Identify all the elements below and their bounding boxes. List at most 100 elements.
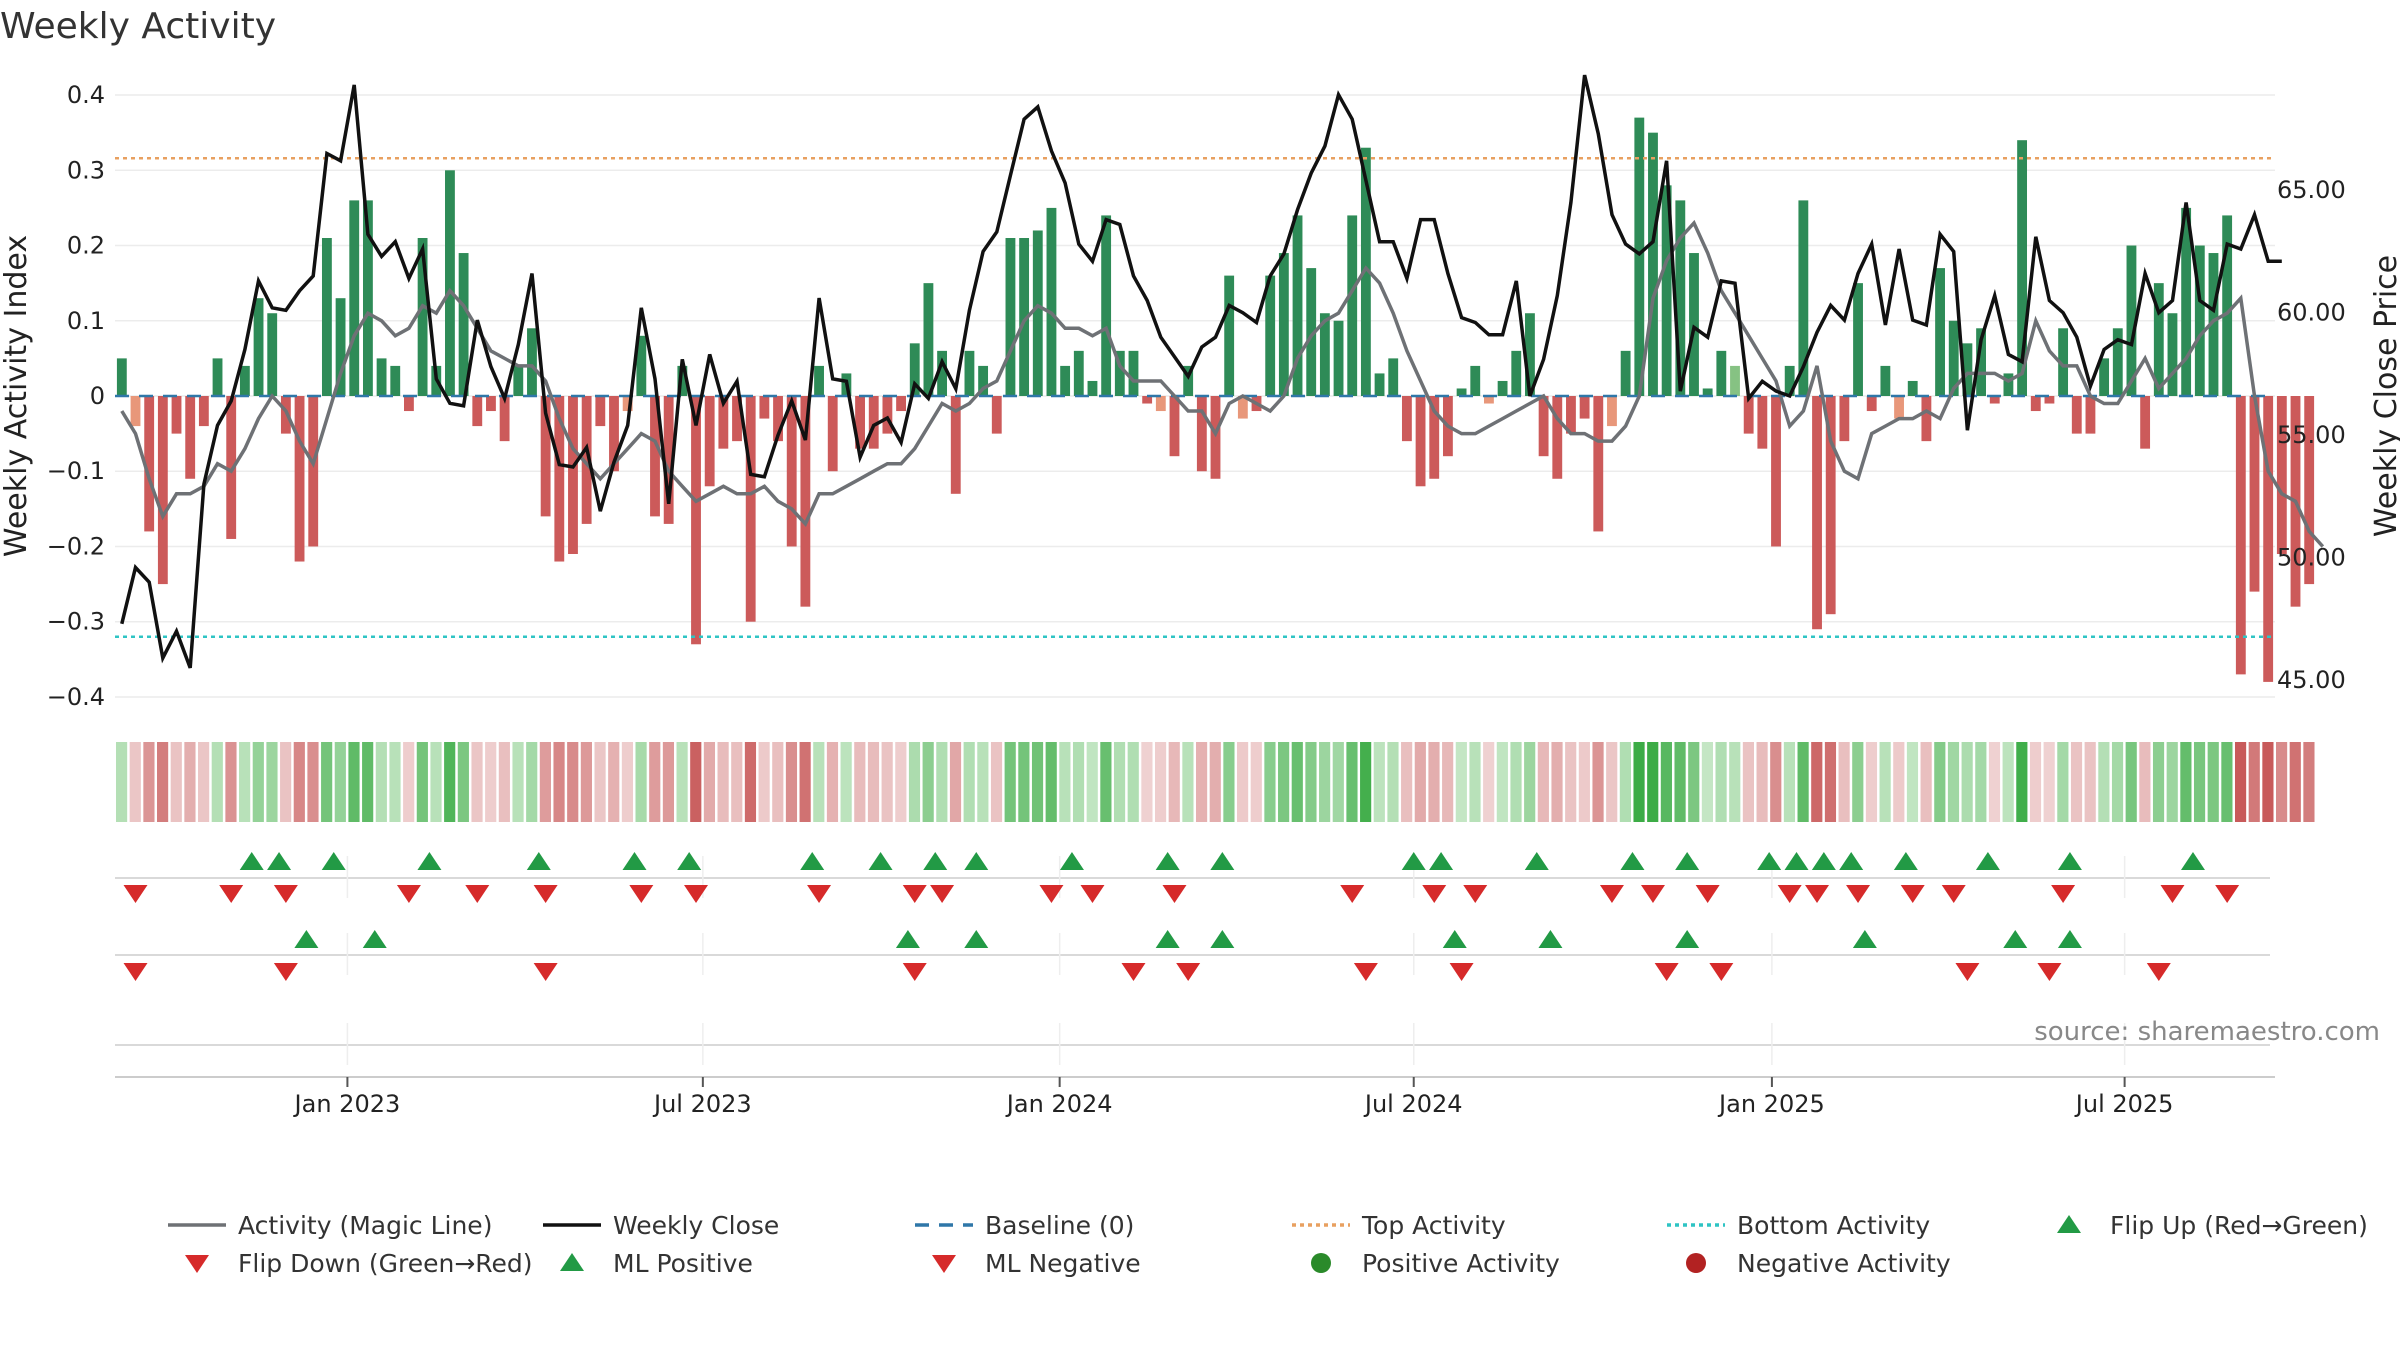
heat-strip-cell <box>1729 742 1741 822</box>
activity-bar <box>1019 238 1030 396</box>
heat-strip-cell <box>539 742 551 822</box>
heat-strip-cell <box>389 742 401 822</box>
activity-bar <box>691 396 701 645</box>
flip-up-marker <box>1401 852 1426 870</box>
activity-bar <box>2071 396 2082 434</box>
heat-strip-cell <box>1865 742 1878 822</box>
heat-strip-cell <box>1770 742 1782 822</box>
heat-strip-cell <box>621 742 633 822</box>
legend-swatch <box>2057 1215 2081 1233</box>
heat-strip-cell <box>512 742 524 822</box>
activity-bar <box>458 253 469 396</box>
heat-strip-cell <box>1592 742 1604 822</box>
heat-strip-cell <box>280 742 292 822</box>
activity-bar <box>2276 396 2287 554</box>
heat-strip-cell <box>881 742 893 822</box>
y-tick-label: 0.1 <box>67 307 105 335</box>
activity-bar <box>745 396 756 622</box>
activity-bar <box>1825 396 1836 615</box>
flip-down-marker <box>123 885 148 903</box>
flip-down-marker <box>1162 885 1187 903</box>
heat-strip-cell <box>1455 742 1467 822</box>
heat-strip-cell <box>1947 742 1960 822</box>
activity-bar <box>1429 396 1440 479</box>
activity-bar <box>1757 396 1768 449</box>
heat-strip-cell <box>457 742 469 822</box>
heat-strip-cell <box>1920 742 1932 822</box>
ml-positive-marker <box>2057 930 2082 948</box>
activity-heat-strip <box>116 742 2315 822</box>
flip-up-marker <box>1524 852 1549 870</box>
heat-strip-cell <box>334 742 346 822</box>
activity-bar <box>2126 245 2137 396</box>
heat-strip-cell <box>1510 742 1522 822</box>
x-tick-label: Jul 2024 <box>1363 1090 1463 1118</box>
activity-bar <box>2112 328 2123 396</box>
legend-label: Flip Down (Green→Red) <box>238 1249 533 1278</box>
heat-strip-cell <box>375 742 387 822</box>
flip-down-marker <box>2215 885 2240 903</box>
heat-strip-cell <box>129 742 141 822</box>
activity-bar <box>116 358 127 396</box>
heat-strip-cell <box>949 742 962 822</box>
flip-up-marker <box>417 852 442 870</box>
heat-strip-cell <box>580 742 592 822</box>
activity-bar <box>2085 396 2096 434</box>
heat-strip-cell <box>1893 742 1905 822</box>
flip-up-marker <box>1620 852 1645 870</box>
activity-bar <box>130 396 141 427</box>
heat-strip-cell <box>1168 742 1180 822</box>
heat-strip-cell <box>498 742 510 822</box>
flip-down-marker <box>2051 885 2076 903</box>
ml-positive-marker <box>1155 930 1180 948</box>
heat-strip-cell <box>840 742 852 822</box>
activity-bar <box>2222 215 2233 396</box>
legend: Activity (Magic Line) Weekly Close Baselin… <box>168 1211 2368 1278</box>
heat-strip-cell <box>1100 742 1112 822</box>
ml-positive-marker <box>2003 930 2028 948</box>
heat-strip-cell <box>1701 742 1713 822</box>
activity-bar <box>335 298 346 396</box>
activity-bar <box>1921 396 1932 442</box>
heat-strip-cell <box>430 742 442 822</box>
heat-strip-cell <box>1332 742 1344 822</box>
heat-strip-cell <box>1524 742 1536 822</box>
heat-strip-cell <box>1305 742 1317 822</box>
activity-bar <box>1607 396 1617 427</box>
x-tick-label: Jul 2025 <box>2074 1090 2174 1118</box>
heat-strip-cell <box>1551 742 1563 822</box>
right-y-axis-ticks: 65.00 60.00 55.00 50.00 45.00 <box>2277 176 2346 694</box>
heat-strip-cell <box>1428 742 1440 822</box>
flip-down-marker <box>396 885 421 903</box>
heat-strip-cell <box>2303 742 2315 822</box>
heat-strip-cell <box>922 742 934 822</box>
activity-bars <box>116 117 2315 682</box>
activity-bar <box>2181 207 2192 396</box>
activity-bar <box>786 396 797 547</box>
activity-bar <box>1894 396 1904 419</box>
activity-bar <box>1005 238 1016 396</box>
flip-up-marker <box>923 852 948 870</box>
ml-negative-marker <box>1121 963 1146 981</box>
heat-strip-cell <box>225 742 237 822</box>
flip-up-marker <box>1155 852 1180 870</box>
heat-strip-cell <box>690 742 702 822</box>
activity-bar <box>1935 268 1945 396</box>
heat-strip-cell <box>184 742 196 822</box>
flip-down-marker <box>465 885 490 903</box>
activity-bar <box>499 396 510 442</box>
activity-bar <box>2304 396 2315 585</box>
activity-bar <box>1169 396 1180 457</box>
heat-strip-cell <box>1619 742 1631 822</box>
activity-bar <box>1265 275 1276 396</box>
flip-down-marker <box>930 885 955 903</box>
heat-strip-cell <box>936 742 948 822</box>
activity-bar <box>1388 358 1399 396</box>
activity-bar <box>321 238 332 396</box>
flip-up-marker <box>526 852 551 870</box>
y-tick-label: −0.1 <box>47 457 105 485</box>
activity-bar <box>622 396 633 412</box>
heat-strip-cell <box>2139 742 2151 822</box>
activity-bar <box>362 200 373 396</box>
heat-strip-cell <box>1647 742 1659 822</box>
